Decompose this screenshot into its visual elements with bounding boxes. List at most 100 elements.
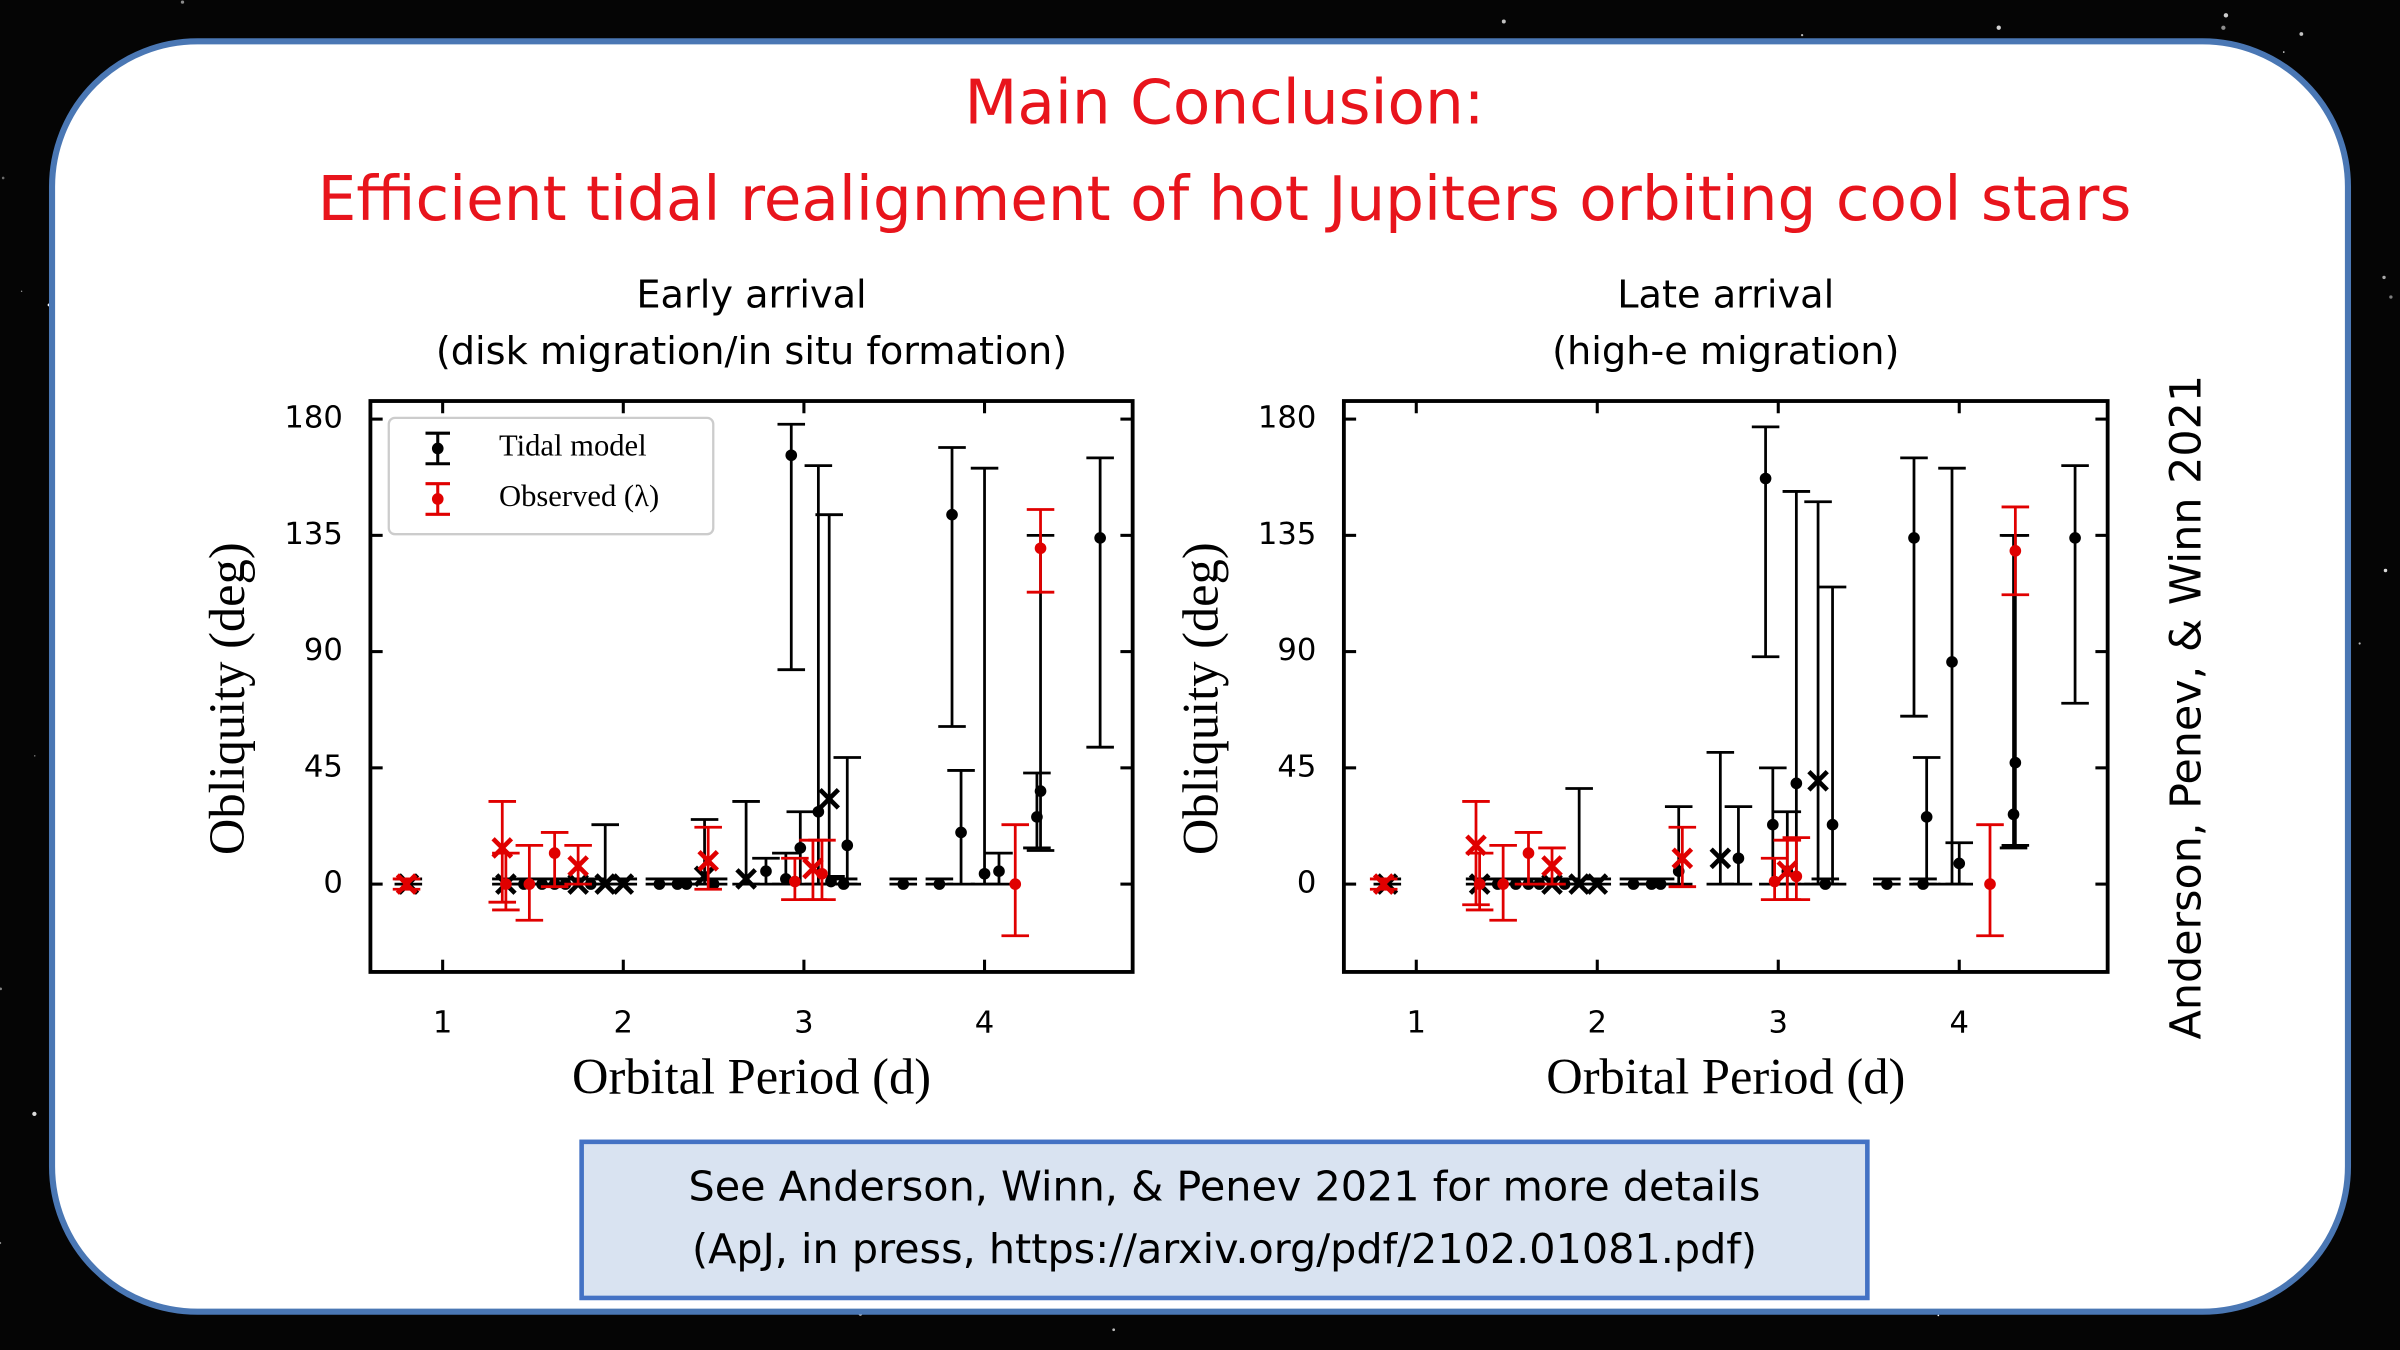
y-tick-label: 180 [284, 401, 342, 436]
y-tick-label: 135 [284, 517, 342, 552]
star [1937, 1314, 1940, 1317]
point [1881, 878, 1893, 890]
point [1465, 834, 1487, 857]
point [993, 865, 1005, 878]
point [548, 847, 561, 859]
point [1790, 777, 1803, 790]
y-tick-label: 45 [304, 749, 343, 784]
x-tick-label: 2 [614, 1005, 633, 1040]
footer-box [579, 1139, 1870, 1301]
point [825, 875, 837, 888]
point [1767, 818, 1779, 831]
error-bar [1818, 585, 1847, 886]
chart-title: Late arrival [1617, 272, 1834, 317]
point [1953, 857, 1966, 870]
star [2299, 32, 2304, 36]
credit: Anderson, Penev, & Winn 2021 [2161, 375, 2211, 1040]
legend-label: Tidal model [499, 429, 647, 463]
point [978, 867, 991, 880]
y-axis-label: Obliquity (deg) [1173, 542, 1229, 855]
point [1497, 878, 1509, 890]
point [818, 788, 841, 810]
chart-title: (high-e migration) [1552, 329, 1899, 374]
x-tick-label: 2 [1588, 1005, 1607, 1040]
legend-swatch [431, 442, 444, 455]
point [697, 850, 719, 872]
y-tick-label: 0 [323, 866, 342, 901]
point [760, 865, 772, 878]
point [785, 449, 798, 462]
point [789, 875, 801, 888]
point [1759, 472, 1772, 485]
x-axis-label: Orbital Period (d) [572, 1049, 931, 1105]
point [1094, 532, 1106, 544]
point [395, 873, 418, 895]
point [1541, 855, 1563, 877]
star [2383, 568, 2388, 573]
x-tick-label: 1 [433, 1005, 452, 1040]
point [1732, 852, 1745, 865]
star [1501, 19, 1506, 24]
point [567, 855, 589, 877]
y-tick-label: 90 [1277, 633, 1316, 668]
point [1586, 873, 1609, 895]
plot-frame [368, 399, 1135, 974]
legend-swatch [431, 493, 444, 505]
point [2007, 808, 2020, 821]
slide-title: Main Conclusion: [965, 68, 1485, 139]
error-bar [1782, 836, 1811, 901]
star [0, 987, 2, 991]
star [34, 755, 36, 757]
chart-title: Early arrival [636, 272, 866, 317]
point [1908, 532, 1920, 544]
star [1, 176, 5, 180]
point [2069, 532, 2081, 544]
point [2009, 756, 2022, 769]
point [1790, 870, 1803, 883]
star [1996, 25, 2001, 30]
point [1807, 769, 1829, 792]
star [2382, 275, 2386, 280]
x-tick-label: 1 [1407, 1005, 1426, 1040]
error-bar [1900, 456, 1928, 718]
point [1522, 847, 1535, 859]
point [955, 826, 967, 839]
error-bar [1086, 456, 1114, 749]
star [2223, 13, 2229, 18]
point [816, 867, 828, 880]
point [897, 878, 910, 890]
star [20, 290, 23, 292]
y-tick-label: 45 [1277, 749, 1316, 784]
x-axis-label: Orbital Period (d) [1546, 1049, 1905, 1105]
point [1826, 818, 1839, 831]
star [180, 0, 185, 4]
y-tick-label: 90 [304, 633, 343, 668]
point [1984, 878, 1996, 890]
error-bar [1724, 805, 1753, 886]
point [794, 842, 807, 854]
point [1034, 542, 1047, 555]
footer-line: See Anderson, Winn, & Penev 2021 for mor… [689, 1162, 1761, 1210]
x-tick-label: 3 [1769, 1005, 1788, 1040]
point [653, 878, 666, 890]
point [1709, 847, 1732, 870]
error-bar [833, 756, 862, 886]
y-axis-label: Obliquity (deg) [199, 542, 255, 855]
error-bar [1751, 425, 1780, 659]
chart-title: (disk migration/in situ formation) [436, 329, 1067, 374]
point [780, 873, 792, 885]
slide-subtitle: Efficient tidal realignment of hot Jupit… [318, 164, 2132, 235]
y-tick-label: 0 [1297, 866, 1316, 901]
error-bar [938, 446, 966, 728]
error-bar [1023, 771, 1051, 850]
point [1920, 811, 1933, 823]
y-tick-label: 180 [1258, 401, 1316, 436]
star [2358, 642, 2361, 645]
point [612, 873, 635, 895]
point [523, 878, 536, 890]
error-bar [540, 831, 569, 889]
error-bar [777, 422, 806, 672]
star [2389, 295, 2393, 299]
